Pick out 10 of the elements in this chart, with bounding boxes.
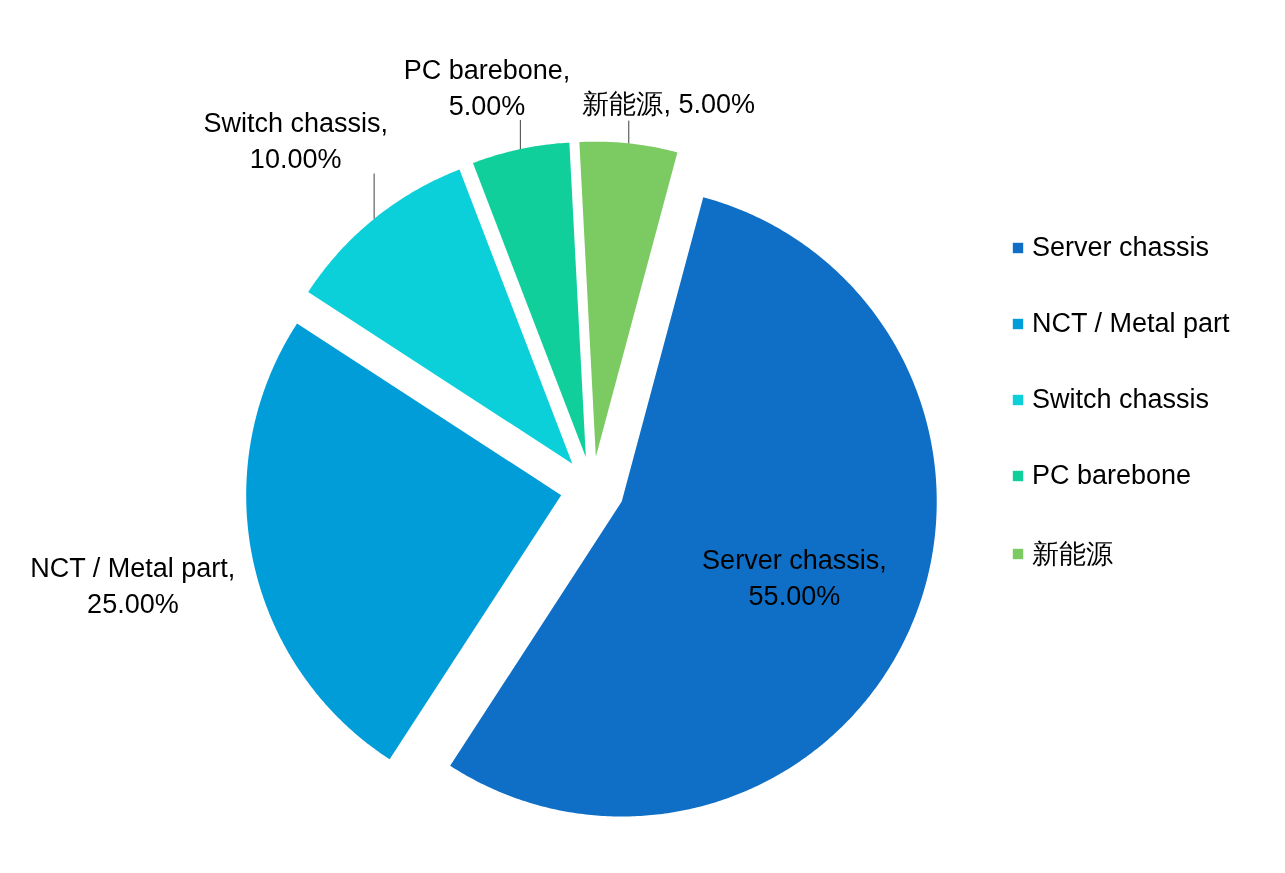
- data-label: PC barebone, 5.00%: [403, 54, 571, 121]
- legend-label: PC barebone: [1032, 459, 1192, 491]
- data-label: NCT / Metal part, 25.00%: [30, 553, 236, 620]
- data-label: Switch chassis, 10.00%: [203, 108, 388, 175]
- legend-label: Server chassis: [1032, 231, 1210, 263]
- data-label: 新能源, 5.00%: [582, 89, 755, 120]
- legend-label: NCT / Metal part: [1032, 307, 1230, 339]
- legend-label: 新能源: [1032, 537, 1113, 571]
- data-label: Server chassis, 55.00%: [702, 545, 887, 612]
- legend-label: Switch chassis: [1032, 383, 1210, 415]
